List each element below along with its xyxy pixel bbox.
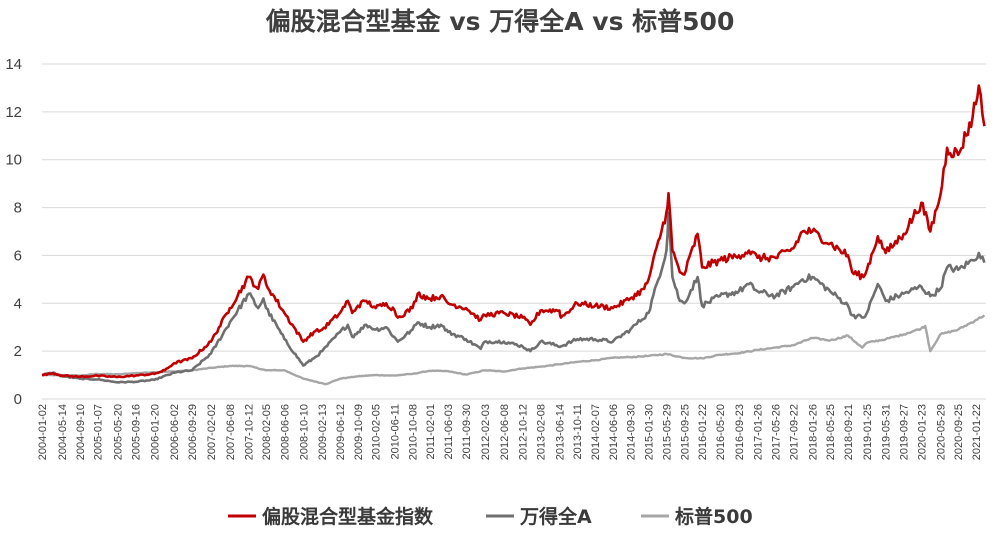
x-tick-label: 2012-02-03 <box>480 404 492 460</box>
x-tick-label: 2016-05-20 <box>715 404 727 460</box>
x-tick-label: 2011-06-03 <box>443 404 455 459</box>
y-tick-label: 2 <box>14 343 22 360</box>
x-tick-label: 2009-02-13 <box>317 404 329 460</box>
x-tick-label: 2020-05-29 <box>935 404 947 460</box>
x-tick-label: 2017-01-26 <box>753 404 765 460</box>
x-tick-label: 2010-02-05 <box>371 404 383 460</box>
x-tick-label: 2007-10-12 <box>244 404 256 460</box>
series-line <box>41 314 986 386</box>
x-tick-label: 2004-01-02 <box>37 404 49 460</box>
x-tick-label: 2008-02-05 <box>261 404 273 460</box>
x-tick-label: 2017-09-22 <box>788 404 800 460</box>
legend-label: 万得全A <box>519 505 592 528</box>
series-line <box>41 84 986 379</box>
x-tick-label: 2005-01-07 <box>93 404 105 460</box>
x-tick-label: 2007-02-02 <box>206 404 218 460</box>
x-tick-label: 2014-02-07 <box>590 404 602 460</box>
x-tick-label: 2012-10-12 <box>518 404 530 460</box>
x-tick-label: 2020-01-23 <box>916 404 928 460</box>
y-tick-label: 12 <box>5 104 22 121</box>
x-tick-label: 2004-09-10 <box>75 404 87 460</box>
x-tick-label: 2014-09-30 <box>625 404 637 460</box>
x-tick-label: 2009-10-09 <box>353 404 365 460</box>
chart-title: 偏股混合型基金 vs 万得全A vs 标普500 <box>266 7 735 36</box>
x-tick-label: 2007-06-08 <box>225 404 237 460</box>
series-line <box>41 211 986 384</box>
y-tick-label: 8 <box>14 200 22 217</box>
x-tick-label: 2006-09-29 <box>187 404 199 460</box>
x-tick-label: 2008-06-06 <box>279 404 291 460</box>
x-axis: 2004-01-02 2004-05-14 2004-09-10 2005-01-07… <box>37 404 983 460</box>
legend-label: 偏股混合型基金指数 <box>262 505 434 528</box>
x-tick-label: 2014-06-06 <box>608 404 620 460</box>
x-tick-label: 2016-09-23 <box>734 404 746 460</box>
x-tick-label: 2012-06-08 <box>499 404 511 460</box>
x-tick-label: 2013-02-08 <box>535 404 547 460</box>
x-tick-label: 2005-09-16 <box>130 404 142 460</box>
series-lines <box>41 84 986 386</box>
x-tick-label: 2004-05-14 <box>57 404 69 460</box>
x-tick-label: 2008-10-10 <box>298 404 310 460</box>
x-tick-label: 2018-01-26 <box>807 404 819 460</box>
x-tick-label: 2015-09-25 <box>679 404 691 460</box>
x-tick-label: 2019-09-27 <box>899 404 911 460</box>
x-tick-label: 2011-02-01 <box>425 404 437 459</box>
x-tick-label: 2005-05-20 <box>113 404 125 460</box>
gridlines <box>42 63 986 400</box>
y-tick-label: 6 <box>14 247 22 264</box>
x-tick-label: 2013-06-14 <box>554 404 566 460</box>
x-tick-label: 2015-05-29 <box>661 404 673 460</box>
legend: 偏股混合型基金指数 万得全A 标普500 <box>228 505 753 528</box>
x-tick-label: 2020-09-25 <box>953 404 965 460</box>
y-tick-label: 0 <box>14 391 22 408</box>
y-tick-label: 4 <box>14 295 22 312</box>
x-tick-label: 2018-05-25 <box>825 404 837 460</box>
x-tick-label: 2019-01-25 <box>862 404 874 460</box>
y-tick-label: 14 <box>5 56 22 73</box>
x-tick-label: 2018-09-21 <box>843 404 855 460</box>
y-tick-label: 10 <box>5 152 22 169</box>
x-tick-label: 2010-10-08 <box>407 404 419 460</box>
x-tick-label: 2015-01-30 <box>644 404 656 460</box>
y-axis: 0 2 4 6 8 10 12 14 <box>5 56 22 408</box>
x-tick-label: 2010-06-11 <box>390 404 402 459</box>
legend-label: 标普500 <box>675 505 753 528</box>
x-tick-label: 2011-09-30 <box>461 404 473 459</box>
x-tick-label: 2019-05-31 <box>881 404 893 460</box>
x-tick-label: 2009-06-12 <box>335 404 347 460</box>
x-tick-label: 2006-01-20 <box>149 404 161 460</box>
x-tick-label: 2016-01-22 <box>697 404 709 460</box>
x-tick-label: 2006-06-02 <box>169 404 181 460</box>
x-tick-label: 2021-01-22 <box>971 404 983 460</box>
x-tick-label: 2017-05-26 <box>771 404 783 460</box>
x-tick-label: 2013-10-11 <box>572 404 584 459</box>
